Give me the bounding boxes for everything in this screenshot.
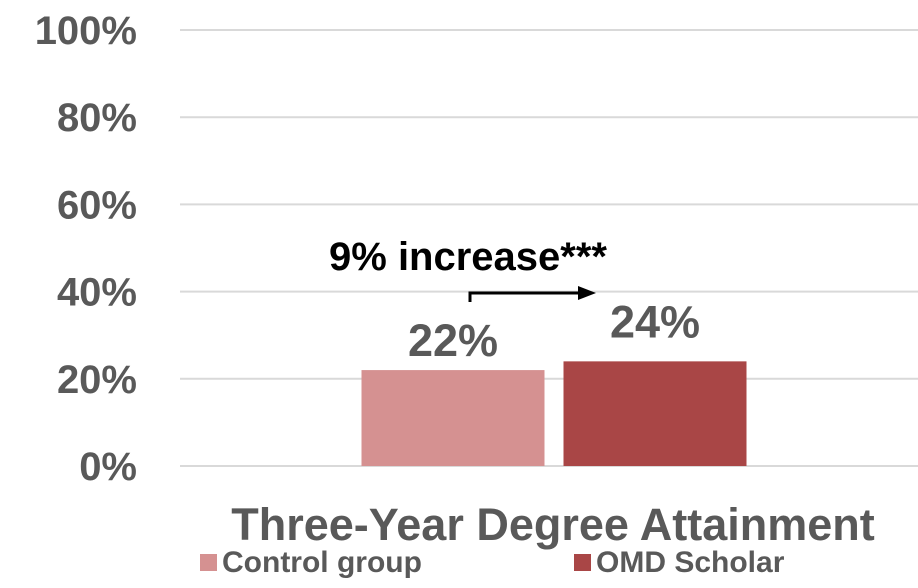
bar-omd-scholar: [563, 361, 747, 466]
y-axis-ticks: 0% 20% 40% 60% 80% 100%: [35, 9, 137, 489]
y-tick-label: 100%: [35, 9, 137, 53]
increase-annotation: 9% increase***: [329, 235, 607, 302]
y-tick-label: 60%: [57, 183, 137, 227]
y-tick-label: 80%: [57, 96, 137, 140]
data-label: 24%: [610, 296, 700, 347]
arrowhead-icon: [578, 286, 596, 300]
legend: Control group OMD Scholar: [200, 546, 785, 579]
legend-label: OMD Scholar: [596, 546, 785, 579]
arrow-right-icon: [468, 291, 580, 302]
y-tick-label: 0%: [79, 445, 137, 489]
data-label: 22%: [408, 315, 498, 366]
y-tick-label: 40%: [57, 271, 137, 315]
y-tick-label: 20%: [57, 358, 137, 402]
legend-swatch: [574, 554, 591, 571]
data-labels: 22% 24%: [408, 296, 700, 366]
legend-swatch: [200, 554, 217, 571]
x-axis-label: Three-Year Degree Attainment: [231, 499, 875, 550]
legend-label: Control group: [222, 546, 422, 579]
annotation-text: 9% increase***: [329, 235, 607, 279]
bars: [361, 361, 747, 466]
bar-control-group: [361, 370, 545, 466]
